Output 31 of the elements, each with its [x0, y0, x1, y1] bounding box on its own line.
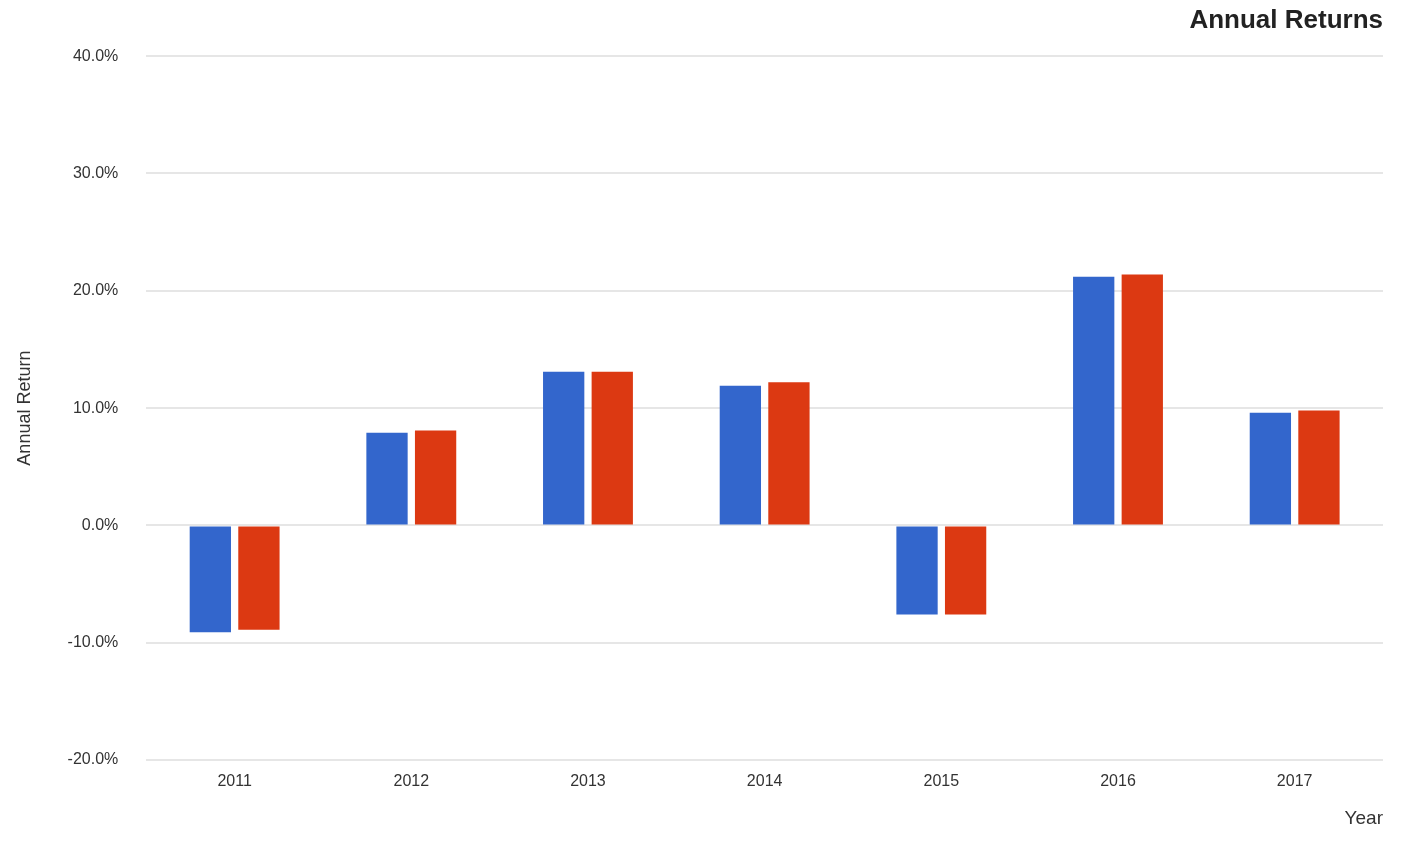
y-tick-label: 20.0%	[72, 281, 119, 299]
bar	[1298, 410, 1340, 525]
bar	[896, 526, 938, 615]
bar	[1249, 412, 1292, 525]
bar	[238, 526, 280, 630]
y-tick-label: -20.0%	[67, 750, 119, 768]
bar	[543, 371, 585, 525]
y-tick-label: 10.0%	[72, 398, 119, 416]
x-tick-label: 2013	[570, 772, 606, 790]
bar	[591, 371, 633, 525]
y-tick-label: 40.0%	[72, 46, 119, 64]
x-axis-title: Year	[1344, 806, 1384, 828]
bar	[768, 382, 810, 525]
y-tick-label: 0.0%	[81, 515, 119, 533]
x-tick-label: 2015	[923, 772, 960, 790]
bar	[189, 526, 231, 633]
x-tick-label: 2014	[746, 772, 783, 790]
bar	[1121, 274, 1163, 525]
y-tick-label: -10.0%	[67, 633, 119, 651]
x-tick-label: 2012	[393, 772, 430, 790]
bar	[414, 430, 457, 525]
bar	[366, 432, 408, 525]
x-tick-label: 2017	[1276, 772, 1313, 790]
bar	[719, 385, 761, 525]
x-tick-label: 2016	[1100, 772, 1136, 790]
y-tick-label: 30.0%	[72, 163, 119, 181]
bar	[944, 526, 987, 615]
chart-title: Annual Returns	[1189, 3, 1383, 34]
bar	[1073, 276, 1115, 525]
x-tick-label: 2011	[217, 772, 252, 790]
y-axis-title: Annual Return	[13, 350, 34, 466]
